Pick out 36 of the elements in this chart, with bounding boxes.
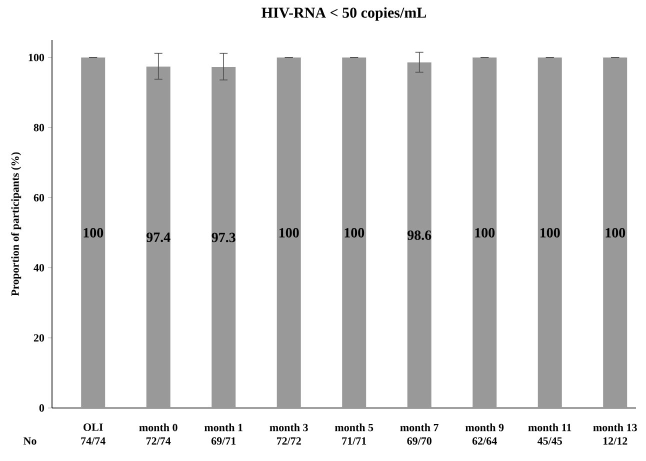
- x-tick-label: month 13: [593, 424, 637, 432]
- x-tick-label: month 7: [400, 424, 438, 432]
- text: 72/74: [146, 437, 171, 445]
- x-tick-label: month 1: [204, 424, 242, 432]
- x-tick-label: month 0: [139, 424, 178, 432]
- text: 62/64: [472, 437, 497, 445]
- y-tick-label: 100: [28, 54, 44, 62]
- x-tick-label: month 9: [466, 424, 504, 432]
- text: 45/45: [537, 437, 562, 445]
- text: No: [23, 437, 36, 445]
- x-tick-label: month 3: [270, 424, 308, 432]
- data-label: 100: [606, 228, 626, 238]
- x-tick-label: month 11: [528, 424, 572, 432]
- y-tick-label: 0: [39, 404, 44, 412]
- y-axis-title: Proportion of participants (%): [11, 152, 22, 296]
- data-label: 100: [540, 228, 560, 238]
- y-tick-label: 80: [34, 124, 44, 132]
- data-label: 100: [279, 228, 299, 238]
- data-label: 97.4: [146, 232, 170, 242]
- text: 71/71: [342, 437, 366, 445]
- x-tick-label: month 5: [335, 424, 374, 432]
- data-label: 97.3: [212, 232, 236, 242]
- text: 72/72: [276, 437, 301, 445]
- chart-title: HIV-RNA < 50 copies/mL: [262, 7, 426, 21]
- y-tick-label: 60: [34, 194, 44, 202]
- data-label: 100: [84, 228, 104, 238]
- y-tick-label: 40: [34, 264, 44, 272]
- data-label: 100: [475, 228, 495, 238]
- text: 69/71: [211, 437, 236, 445]
- text: 74/74: [81, 437, 106, 445]
- data-label: 100: [344, 228, 364, 238]
- data-label: 98.6: [407, 230, 432, 240]
- x-tick-label: OLI: [84, 424, 103, 431]
- y-tick-label: 20: [34, 334, 44, 342]
- text: 69/70: [407, 437, 432, 445]
- text: 12/12: [603, 437, 628, 445]
